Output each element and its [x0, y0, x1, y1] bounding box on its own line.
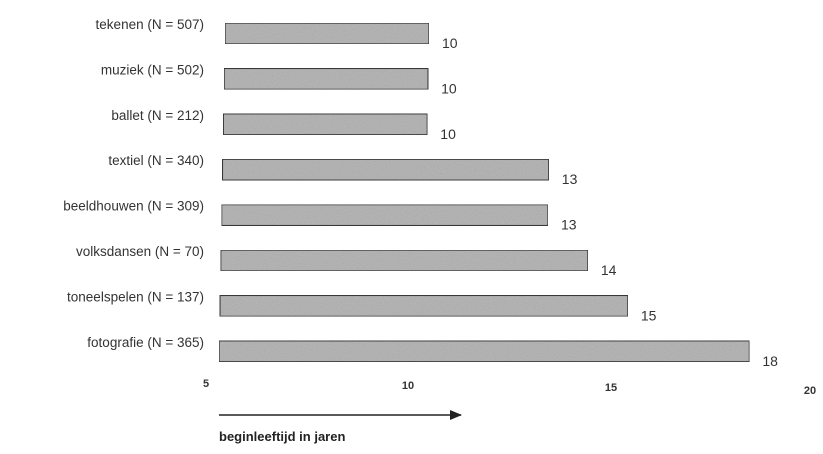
category-label-fotografie: fotografie (N = 365)	[87, 335, 204, 350]
bar-muziek	[223, 67, 429, 91]
value-label-muziek: 10	[441, 80, 457, 96]
value-label-textiel: 13	[562, 171, 578, 187]
value-label-tekenen: 10	[442, 35, 458, 51]
bars-group	[218, 22, 751, 363]
bar-beeldhouwen	[220, 203, 549, 227]
category-label-volksdansen: volksdansen (N = 70)	[76, 244, 204, 259]
category-label-toneelspelen: toneelspelen (N = 137)	[67, 289, 204, 304]
bar-ballet	[222, 113, 428, 136]
x-tick-label-10: 10	[402, 380, 414, 392]
bar-toneelspelen	[219, 294, 629, 318]
category-labels-group: tekenen (N = 507) muziek (N = 502) ballet …	[63, 17, 204, 350]
bar-textiel	[221, 158, 550, 181]
value-label-fotografie: 18	[762, 353, 778, 369]
category-label-beeldhouwen: beeldhouwen (N = 309)	[63, 199, 204, 214]
bar-fotografie	[218, 340, 751, 363]
category-label-tekenen: tekenen (N = 507)	[96, 17, 204, 32]
x-tick-label-15: 15	[605, 382, 617, 394]
bar-volksdansen	[220, 249, 589, 272]
x-tick-label-5: 5	[203, 378, 209, 390]
value-labels-group: 10 10 10 13 13 14 15 18	[440, 35, 778, 369]
x-tick-label-20: 20	[804, 385, 816, 397]
x-axis-title: beginleeftijd in jaren	[219, 429, 345, 444]
value-label-toneelspelen: 15	[641, 307, 657, 323]
category-label-ballet: ballet (N = 212)	[111, 108, 204, 123]
value-label-ballet: 10	[440, 126, 456, 142]
category-label-textiel: textiel (N = 340)	[108, 153, 204, 168]
category-label-muziek: muziek (N = 502)	[101, 62, 204, 77]
value-label-volksdansen: 14	[601, 262, 617, 278]
bar-tekenen	[224, 22, 430, 45]
x-axis: beginleeftijd in jaren 5 10 15 20	[203, 378, 816, 444]
value-label-beeldhouwen: 13	[561, 217, 577, 233]
